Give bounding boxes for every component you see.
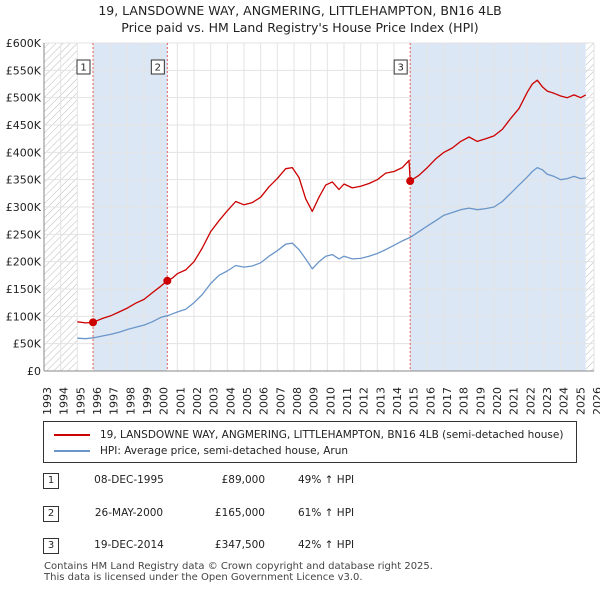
x-tick-label: 1993 [41,387,54,415]
x-tick-label: 2011 [341,387,354,415]
chart-legend: 19, LANSDOWNE WAY, ANGMERING, LITTLEHAMP… [43,421,577,463]
x-tick-label: 2012 [358,387,371,415]
table-row: 2 26-MAY-2000 £165,000 61% ↑ HPI [43,506,583,522]
x-tick-label: 2013 [374,387,387,415]
x-tick-label: 1998 [124,387,137,415]
x-tick-label: 2025 [574,387,587,415]
sale-point [406,177,415,186]
legend-label-price: 19, LANSDOWNE WAY, ANGMERING, LITTLEHAMP… [100,429,564,441]
y-tick-label: £350K [6,174,42,187]
x-tick-label: 2021 [508,387,521,415]
legend-item-hpi: HPI: Average price, semi-detached house,… [54,443,348,459]
x-tick-label: 1995 [74,387,87,415]
x-tick-label: 2007 [274,387,287,415]
x-tick-label: 2015 [408,387,421,415]
sale-price: £89,000 [221,474,265,486]
sale-number-box [393,59,408,75]
hpi-series-line [77,166,586,340]
x-tick-label: 2004 [224,387,237,415]
y-tick-label: £500K [6,92,42,105]
x-tick-label: 2026 [591,387,600,415]
title-line-2: Price paid vs. HM Land Registry's House … [121,20,479,35]
y-tick-label: £550K [6,64,42,77]
x-tick-label: 1997 [108,387,121,415]
x-tick-label: 2010 [324,387,337,415]
sale-number-box [76,59,91,75]
chart-title: 19, LANSDOWNE WAY, ANGMERING, LITTLEHAMP… [0,2,600,36]
footer-line-2: This data is licensed under the Open Gov… [44,572,363,583]
sale-number-label: 2 [155,63,161,74]
y-tick-label: £400K [6,146,42,159]
x-tick-label: 2008 [291,387,304,415]
sale-number-badge: 2 [43,506,59,522]
y-tick-label: £100K [6,310,42,323]
table-row: 1 08-DEC-1995 £89,000 49% ↑ HPI [43,473,583,489]
sale-hpi-change: 49% ↑ HPI [298,474,355,486]
x-tick-label: 1999 [141,387,154,415]
x-tick-label: 1996 [91,387,104,415]
table-row: 3 19-DEC-2014 £347,500 42% ↑ HPI [43,538,583,554]
x-tick-label: 2003 [208,387,221,415]
footer-line-1: Contains HM Land Registry data © Crown c… [44,561,433,572]
y-tick-label: £0 [27,365,41,378]
x-tick-label: 2020 [491,387,504,415]
x-tick-label: 2001 [174,387,187,415]
x-tick-label: 2016 [424,387,437,415]
y-tick-label: £600K [6,37,42,50]
y-tick-label: £250K [6,228,42,241]
x-tick-label: 2023 [541,387,554,415]
footer-attribution: Contains HM Land Registry data © Crown c… [44,561,433,583]
sale-point [163,276,172,285]
x-tick-label: 1994 [58,387,71,415]
sale-price: £165,000 [214,507,265,519]
sale-point [89,318,97,327]
price-chart: 1 2 3 £0 £50K £100K £150K £200K £250K £300K £350K £… [6,37,600,415]
y-tick-label: £300K [6,201,42,214]
y-tick-label: £50K [13,338,42,351]
sale-hpi-change: 61% ↑ HPI [298,507,355,519]
y-tick-label: £150K [6,283,42,296]
x-tick-label: 2017 [441,387,454,415]
x-tick-label: 2002 [191,387,204,415]
title-line-1: 19, LANSDOWNE WAY, ANGMERING, LITTLEHAMP… [98,3,502,18]
x-tick-label: 2024 [558,387,571,415]
legend-swatch-hpi [54,450,90,452]
x-tick-label: 2000 [158,387,171,415]
sale-number-box [150,59,165,75]
sale-date: 08-DEC-1995 [94,474,164,486]
sale-price: £347,500 [214,539,265,551]
x-tick-label: 2019 [474,387,487,415]
sale-number-badge: 3 [43,538,59,554]
x-tick-label: 2018 [458,387,471,415]
legend-item-price: 19, LANSDOWNE WAY, ANGMERING, LITTLEHAMP… [54,427,563,443]
sale-number-label: 3 [397,63,403,74]
x-tick-label: 2014 [391,387,404,415]
sale-hpi-change: 42% ↑ HPI [298,539,355,551]
x-tick-label: 2005 [241,387,254,415]
legend-label-hpi: HPI: Average price, semi-detached house,… [100,445,349,457]
x-tick-label: 2006 [258,387,271,415]
sale-number-badge: 1 [43,473,59,489]
sale-date: 26-MAY-2000 [94,507,164,519]
y-tick-label: £200K [6,256,42,269]
legend-swatch-price [54,434,90,436]
x-tick-label: 2009 [308,387,321,415]
y-tick-label: £450K [6,119,42,132]
sale-date: 19-DEC-2014 [94,539,164,551]
sale-number-label: 1 [80,63,86,74]
x-tick-label: 2022 [524,387,537,415]
